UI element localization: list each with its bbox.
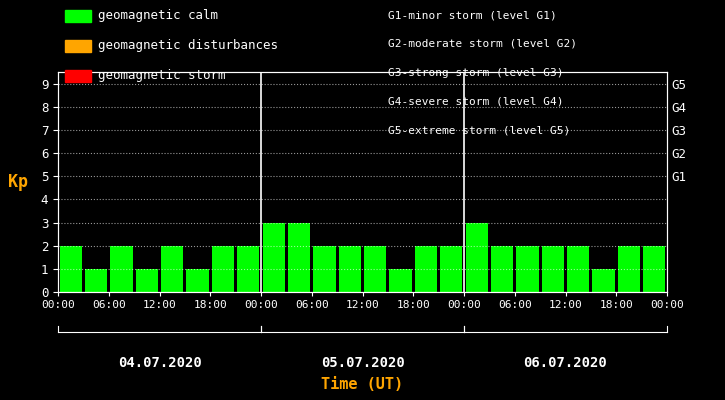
Text: G1-minor storm (level G1): G1-minor storm (level G1)	[388, 10, 557, 20]
Bar	[415, 246, 437, 292]
Text: G4-severe storm (level G4): G4-severe storm (level G4)	[388, 96, 563, 106]
Bar	[440, 246, 463, 292]
Bar	[339, 246, 361, 292]
Text: geomagnetic disturbances: geomagnetic disturbances	[98, 40, 278, 52]
Text: Time (UT): Time (UT)	[321, 377, 404, 392]
Text: 06.07.2020: 06.07.2020	[523, 356, 608, 370]
Bar	[516, 246, 539, 292]
Bar	[59, 246, 82, 292]
Bar	[491, 246, 513, 292]
Bar	[237, 246, 260, 292]
Text: G3-strong storm (level G3): G3-strong storm (level G3)	[388, 68, 563, 78]
Text: 05.07.2020: 05.07.2020	[320, 356, 405, 370]
Bar	[136, 269, 158, 292]
Bar	[85, 269, 107, 292]
Bar	[186, 269, 209, 292]
Text: G5-extreme storm (level G5): G5-extreme storm (level G5)	[388, 125, 570, 135]
Bar	[262, 222, 285, 292]
Bar	[288, 222, 310, 292]
Bar	[643, 246, 666, 292]
Bar	[542, 246, 564, 292]
Text: G2-moderate storm (level G2): G2-moderate storm (level G2)	[388, 39, 577, 49]
Bar	[110, 246, 133, 292]
Text: geomagnetic calm: geomagnetic calm	[98, 10, 218, 22]
Text: Kp: Kp	[9, 173, 28, 191]
Bar	[313, 246, 336, 292]
Bar	[592, 269, 615, 292]
Text: 04.07.2020: 04.07.2020	[117, 356, 202, 370]
Bar	[364, 246, 386, 292]
Bar	[567, 246, 589, 292]
Bar	[212, 246, 234, 292]
Text: geomagnetic storm: geomagnetic storm	[98, 70, 225, 82]
Bar	[161, 246, 183, 292]
Bar	[389, 269, 412, 292]
Bar	[465, 222, 488, 292]
Bar	[618, 246, 640, 292]
